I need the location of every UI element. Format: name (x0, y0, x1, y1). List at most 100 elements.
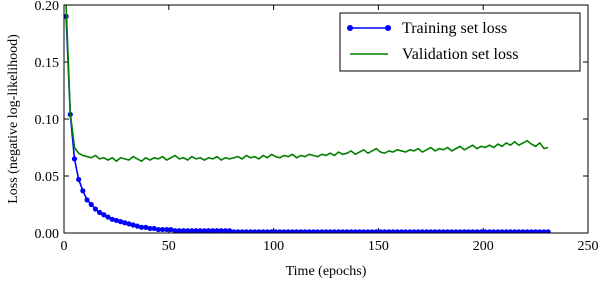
data-point (344, 229, 350, 233)
data-point (105, 214, 111, 220)
x-axis-label: Time (epochs) (286, 264, 367, 279)
data-point (189, 228, 195, 233)
data-point (294, 229, 300, 233)
data-point (524, 229, 530, 233)
data-point (76, 176, 82, 183)
data-point (302, 229, 308, 233)
data-point (373, 229, 379, 233)
data-point (113, 217, 119, 224)
data-point (369, 229, 375, 233)
data-point (403, 229, 409, 233)
data-point (356, 229, 363, 233)
data-point (264, 229, 270, 233)
data-point (419, 229, 426, 233)
y-tick-label: 0.10 (35, 113, 60, 128)
data-point (361, 229, 367, 233)
data-point (206, 228, 212, 233)
data-point (495, 229, 501, 233)
data-point (289, 229, 296, 233)
data-point (461, 229, 467, 233)
data-point (424, 229, 430, 233)
data-point (159, 226, 166, 233)
data-point (193, 228, 199, 233)
data-point (503, 229, 509, 233)
data-point (440, 229, 446, 233)
data-point (319, 229, 325, 233)
data-point (533, 229, 539, 233)
data-point (428, 229, 434, 233)
data-point (411, 229, 417, 233)
data-point (247, 229, 254, 233)
data-point (84, 197, 90, 203)
data-point (197, 228, 203, 233)
data-point (222, 228, 228, 233)
data-point (335, 229, 342, 233)
data-point (327, 229, 333, 233)
data-point (432, 229, 438, 233)
data-point (394, 229, 400, 233)
data-point (260, 229, 266, 233)
data-point (180, 228, 187, 233)
data-point (298, 229, 304, 233)
data-point (407, 229, 413, 233)
data-point (164, 226, 170, 233)
data-point (176, 228, 182, 233)
data-point (516, 229, 522, 233)
data-point (97, 209, 103, 216)
data-point (88, 201, 94, 208)
data-point (143, 224, 149, 230)
data-point (528, 229, 535, 233)
data-point (520, 229, 526, 233)
data-point (126, 221, 132, 227)
data-point (109, 216, 115, 222)
data-point (541, 229, 547, 233)
data-point (71, 156, 78, 162)
data-point (151, 225, 157, 232)
data-point (377, 229, 384, 233)
data-point (243, 229, 249, 233)
data-point (398, 229, 405, 233)
data-point (92, 206, 99, 212)
data-point (130, 222, 136, 228)
data-point (331, 229, 337, 233)
data-point (507, 229, 514, 233)
data-point (210, 228, 216, 233)
data-point (444, 229, 451, 233)
data-point (134, 223, 140, 229)
data-point (457, 229, 463, 233)
data-point (306, 229, 312, 233)
data-point (235, 229, 241, 233)
y-tick-label: 0.00 (35, 227, 60, 242)
data-point (390, 229, 396, 233)
data-point (415, 229, 421, 233)
data-point (268, 229, 275, 233)
data-point (365, 229, 371, 233)
data-point (138, 224, 145, 230)
legend-label: Training set loss (402, 20, 507, 37)
data-point (252, 229, 258, 233)
data-point (285, 229, 291, 233)
data-point (168, 226, 174, 233)
data-point (474, 229, 480, 233)
data-point (101, 212, 107, 218)
data-point (218, 228, 224, 233)
x-tick-label: 0 (61, 239, 68, 254)
data-point (155, 226, 161, 233)
x-tick-label: 50 (162, 239, 176, 254)
data-point (310, 229, 317, 233)
data-point (545, 229, 551, 233)
data-point (315, 229, 321, 233)
data-point (273, 229, 279, 233)
data-point (226, 228, 233, 233)
data-point (348, 229, 354, 233)
legend-marker (347, 25, 353, 31)
y-axis-label: Loss (negative log-likelihood) (6, 34, 21, 204)
data-point (281, 229, 287, 233)
data-point (80, 188, 86, 194)
x-tick-label: 100 (263, 239, 284, 254)
data-point (172, 228, 178, 233)
data-point (436, 229, 442, 233)
data-point (201, 228, 208, 233)
x-tick-label: 200 (473, 239, 494, 254)
